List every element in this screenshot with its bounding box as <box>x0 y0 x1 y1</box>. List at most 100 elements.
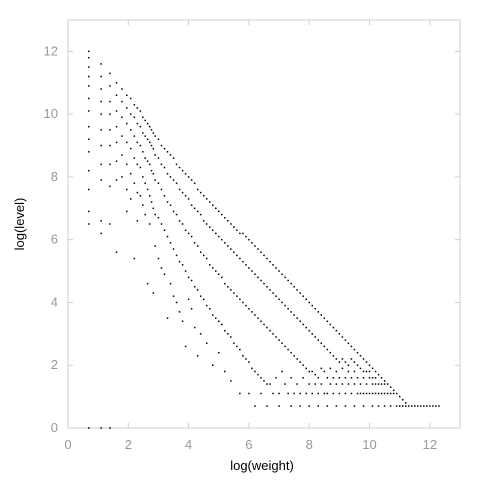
scatter-point <box>242 301 244 304</box>
scatter-point <box>311 370 313 373</box>
scatter-point <box>380 377 383 379</box>
scatter-point <box>160 188 163 191</box>
scatter-point <box>208 264 211 266</box>
scatter-point <box>136 220 139 222</box>
scatter-point <box>211 229 214 232</box>
scatter-point <box>218 351 220 354</box>
scatter-point <box>100 129 102 131</box>
scatter-point <box>142 116 144 119</box>
scatter-point <box>242 232 244 235</box>
scatter-point <box>374 377 377 379</box>
scatter-point <box>326 392 329 395</box>
scatter-point <box>154 213 156 216</box>
scatter-point <box>133 135 136 137</box>
scatter-point <box>293 392 295 395</box>
scatter-point <box>251 270 253 272</box>
scatter-point <box>426 405 428 407</box>
scatter-point <box>257 248 259 250</box>
scatter-point <box>163 273 166 275</box>
scatter-point <box>184 173 187 175</box>
scatter-point <box>380 392 383 395</box>
scatter-point <box>389 405 392 407</box>
scatter-point <box>224 242 226 244</box>
scatter-point <box>302 323 304 326</box>
y-axis-ticks: 0 2 4 6 8 10 12 <box>44 43 460 435</box>
scatter-point <box>287 307 289 310</box>
scatter-point <box>287 279 289 282</box>
scatter-point <box>308 405 310 407</box>
y-tick-label: 8 <box>51 169 58 184</box>
scatter-point <box>254 245 256 247</box>
scatter-point <box>290 311 292 313</box>
scatter-point <box>257 317 259 319</box>
scatter-point <box>299 361 301 363</box>
scatter-point <box>254 370 256 373</box>
scatter-point <box>221 238 223 241</box>
scatter-point <box>362 370 365 373</box>
scatter-point <box>332 392 335 395</box>
scatter-point <box>278 405 280 407</box>
scatter-point <box>236 229 238 232</box>
scatter-point <box>175 182 178 184</box>
scatter-point <box>293 286 295 288</box>
scatter-point <box>347 364 350 366</box>
scatter-point <box>344 339 347 341</box>
scatter-point <box>88 85 90 87</box>
scatter-point <box>257 276 259 279</box>
scatter-point <box>190 307 193 310</box>
scatter-point <box>148 195 151 197</box>
scatter-point <box>184 345 187 348</box>
scatter-point <box>166 317 169 319</box>
scatter-point <box>133 257 136 260</box>
scatter-point <box>299 405 301 407</box>
scatter-point <box>121 176 123 178</box>
scatter-point <box>109 100 111 103</box>
scatter-point <box>169 282 172 285</box>
scatter-point <box>181 191 184 194</box>
scatter-point <box>187 298 190 301</box>
scatter-point <box>290 351 292 354</box>
scatter-point <box>166 235 169 238</box>
scatter-point <box>251 242 253 244</box>
scatter-point <box>121 154 123 156</box>
scatter-point <box>323 345 326 348</box>
scatter-point <box>100 220 102 222</box>
scatter-point <box>129 113 132 115</box>
scatter-point <box>314 373 317 376</box>
scatter-point <box>126 163 128 166</box>
scatter-point <box>230 248 232 250</box>
scatter-point <box>236 345 238 348</box>
scatter-point <box>218 210 220 213</box>
scatter-point <box>172 157 175 159</box>
scatter-point <box>386 392 389 395</box>
scatter-point <box>275 336 277 338</box>
scatter-point <box>263 282 265 285</box>
scatter-point <box>218 273 220 275</box>
scatter-point <box>115 160 118 162</box>
scatter-point <box>172 295 175 297</box>
scatter-points <box>88 50 440 429</box>
scatter-point <box>205 257 208 260</box>
scatter-point <box>320 314 323 316</box>
scatter-point <box>157 182 160 184</box>
scatter-point <box>142 132 144 134</box>
scatter-point <box>377 405 380 407</box>
scatter-point <box>109 72 111 75</box>
scatter-point <box>353 405 356 407</box>
scatter-point <box>317 377 320 379</box>
scatter-point <box>160 267 163 269</box>
scatter-point <box>211 314 214 316</box>
scatter-point <box>227 286 229 288</box>
scatter-point <box>338 392 341 395</box>
scatter-point <box>338 361 341 363</box>
scatter-point <box>254 405 256 407</box>
scatter-point <box>290 282 292 285</box>
scatter-point <box>211 364 214 366</box>
x-tick-label: 4 <box>185 437 192 452</box>
scatter-point <box>341 383 344 385</box>
scatter-point <box>178 166 181 169</box>
scatter-point <box>139 195 142 197</box>
scatter-point <box>133 103 136 106</box>
scatter-point <box>302 295 304 297</box>
